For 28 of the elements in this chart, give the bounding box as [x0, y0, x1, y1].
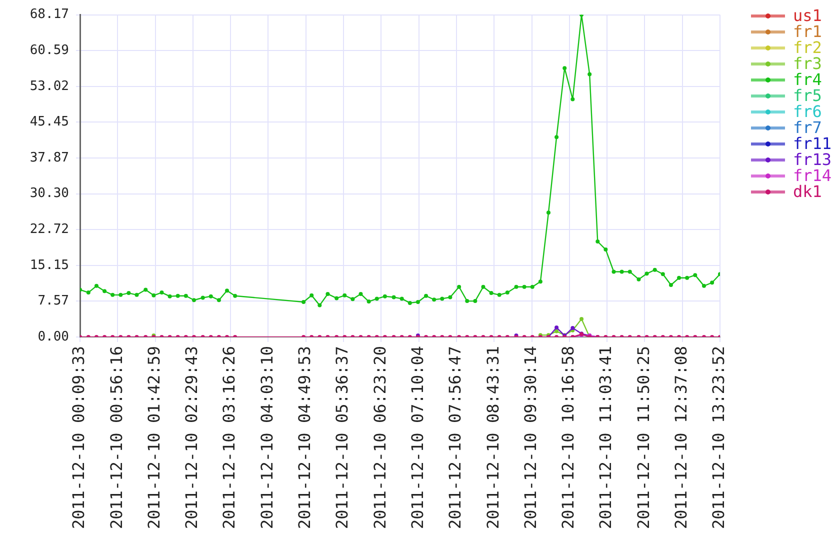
y-tick-label: 15.15	[30, 258, 69, 273]
y-tick-label: 37.87	[30, 150, 69, 166]
y-tick-label: 7.57	[38, 294, 69, 309]
x-tick-label: 2011-12-10 04:49:53	[295, 346, 314, 530]
x-tick-label: 2011-12-10 02:29:43	[182, 346, 202, 530]
x-tick-label: 2011-12-10 00:09:33	[69, 346, 88, 530]
x-tick-label: 2011-12-10 08:43:31	[483, 346, 502, 530]
x-tick-label: 2011-12-10 05:36:37	[332, 346, 352, 530]
x-tick-label: 2011-12-10 01:42:59	[144, 346, 164, 530]
y-tick-label: 53.02	[30, 78, 69, 94]
x-tick-label: 2011-12-10 12:37:08	[672, 346, 690, 530]
x-tick-label: 2011-12-10 07:56:47	[446, 346, 465, 530]
x-tick-label: 2011-12-10 07:10:04	[408, 346, 427, 530]
x-tick-label: 2011-12-10 11:50:25	[634, 346, 653, 530]
y-tick-label: 30.30	[30, 186, 69, 202]
y-tick-label: 60.59	[30, 43, 69, 58]
y-tick-label: 0.00	[38, 329, 69, 344]
x-tick-label: 2011-12-10 09:30:14	[520, 346, 540, 530]
x-tick-label: 2011-12-10 03:16:26	[220, 346, 239, 530]
y-tick-label: 22.72	[30, 222, 69, 237]
y-tick-label: 68.17	[30, 7, 69, 22]
x-tick-label: 2011-12-10 04:03:10	[257, 346, 276, 530]
y-tick-label: 45.45	[30, 114, 69, 130]
x-tick-label: 2011-12-10 10:16:58	[558, 346, 578, 530]
x-tick-label: 2011-12-10 11:03:41	[596, 346, 616, 530]
x-tick-label: 2011-12-10 00:56:16	[106, 346, 126, 530]
x-tick-label: 2011-12-10 13:23:52	[709, 346, 728, 530]
x-tick-label: 2011-12-10 06:23:20	[370, 346, 390, 530]
